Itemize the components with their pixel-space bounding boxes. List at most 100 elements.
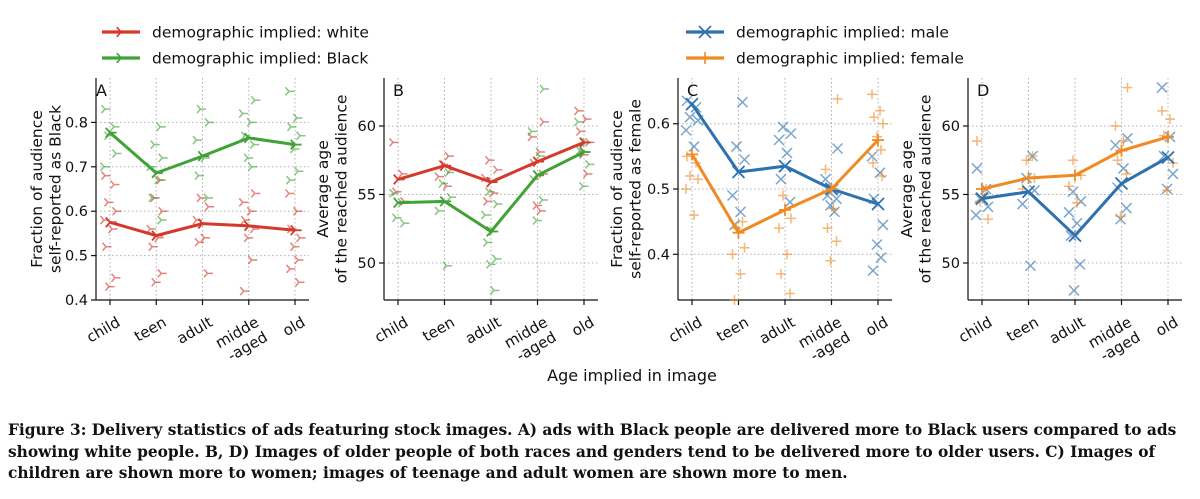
- legend-label: demographic implied: female: [736, 50, 964, 68]
- scatter-point: [1027, 151, 1038, 162]
- scatter-point: [972, 136, 982, 147]
- scatter-point: [532, 216, 542, 226]
- y-axis-label-line: self-reported as Black: [47, 105, 65, 273]
- scatter-point: [151, 277, 161, 287]
- scatter-point: [822, 223, 833, 234]
- scatter-point: [293, 166, 304, 176]
- scatter-point: [158, 206, 168, 216]
- x-tick-label: old: [862, 313, 891, 340]
- x-tick-label-line: adult: [756, 313, 798, 348]
- x-tick-label-line: adult: [462, 313, 504, 348]
- scatter-point: [399, 218, 410, 228]
- scatter-point: [485, 259, 496, 269]
- scatter-point: [294, 277, 305, 287]
- scatter-point: [249, 140, 260, 150]
- scatter-group: [680, 95, 889, 277]
- scatter-point: [785, 127, 797, 140]
- scatter-point: [388, 188, 399, 198]
- scatter-point: [875, 252, 887, 264]
- scatter-point: [785, 288, 795, 299]
- x-tick-label-line: child: [955, 313, 995, 346]
- x-tick-label-line: adult: [174, 313, 216, 348]
- scatter-point: [1112, 155, 1123, 166]
- scatter-point: [820, 164, 831, 175]
- panel-label: A: [96, 81, 107, 100]
- legend-marker: [698, 25, 712, 39]
- scatter-point: [871, 238, 883, 251]
- legend-label: demographic implied: white: [152, 24, 369, 42]
- scatter-point: [539, 117, 549, 127]
- series-mean-point: [579, 146, 591, 158]
- scatter-point: [736, 96, 749, 108]
- scatter-point: [238, 197, 249, 207]
- x-tick-label: teen: [713, 313, 751, 346]
- scatter-point: [727, 249, 738, 260]
- scatter-point: [444, 168, 454, 178]
- y-axis-label: Fraction of audienceself-reported as Bla…: [28, 105, 65, 273]
- series-mean-point: [975, 191, 989, 206]
- scatter-point: [295, 233, 306, 243]
- legend-item: demographic implied: female: [686, 50, 964, 68]
- series-mean-point: [290, 139, 302, 150]
- x-tick-label-line: old: [1152, 313, 1181, 340]
- x-tick-label: midde-aged: [795, 313, 853, 367]
- scatter-point: [1157, 105, 1167, 116]
- legend-left: demographic implied: white demographic im…: [102, 24, 369, 68]
- scatter-point: [1068, 155, 1078, 166]
- x-tick-label-line: teen: [131, 313, 169, 346]
- scatter-point: [777, 121, 789, 133]
- series-mean-point: [532, 156, 545, 167]
- x-tick-label: teen: [1003, 313, 1041, 346]
- scatter-point: [154, 175, 164, 185]
- x-tick-label: child: [665, 313, 705, 346]
- scatter-point: [250, 188, 261, 198]
- scatter-point: [442, 261, 452, 271]
- scatter-point: [99, 162, 110, 172]
- legend-label: demographic implied: male: [736, 24, 949, 42]
- series-mean-point: [825, 183, 838, 195]
- y-axis-label-line: Fraction of audience: [608, 110, 626, 268]
- series-mean-point: [439, 195, 452, 207]
- scatter-group: [388, 84, 595, 295]
- series-mean-point: [105, 127, 117, 139]
- y-tick-label: 0.4: [647, 247, 670, 263]
- scatter-point: [292, 206, 303, 216]
- scatter-point: [480, 210, 491, 220]
- scatter-point: [247, 255, 258, 265]
- scatter-point: [109, 180, 120, 190]
- scatter-point: [539, 84, 549, 94]
- x-tick-label-line: teen: [713, 313, 751, 346]
- legend-item: demographic implied: Black: [102, 50, 368, 68]
- scatter-point: [100, 104, 111, 114]
- series-mean-point: [1022, 172, 1035, 185]
- scatter-point: [867, 265, 879, 277]
- scatter-point: [582, 169, 593, 179]
- series-mean-point: [779, 203, 791, 216]
- scatter-point: [484, 155, 495, 165]
- scatter-point: [681, 184, 691, 194]
- scatter-point: [875, 105, 885, 116]
- scatter-point: [289, 242, 300, 252]
- x-tick-label-line: old: [279, 313, 308, 340]
- scatter-point: [196, 193, 206, 203]
- scatter-point: [238, 109, 249, 119]
- scatter-point: [204, 202, 214, 212]
- scatter-point: [246, 117, 257, 127]
- y-axis-label: Fraction of audienceself-reported as fem…: [608, 99, 645, 279]
- scatter-point: [293, 255, 304, 265]
- series-mean-point: [1069, 169, 1081, 182]
- scatter-point: [492, 165, 503, 175]
- scatter-point: [239, 286, 250, 296]
- y-tick-label: 50: [358, 256, 376, 272]
- scatter-point: [285, 264, 296, 274]
- x-tick-label: adult: [174, 313, 216, 348]
- scatter-point: [866, 150, 878, 162]
- series-line-group: [105, 216, 302, 242]
- series-mean-point: [197, 150, 210, 162]
- scatter-point: [446, 192, 456, 202]
- scatter-point: [194, 237, 204, 247]
- scatter-point: [1118, 136, 1129, 147]
- series-mean-point: [486, 176, 498, 188]
